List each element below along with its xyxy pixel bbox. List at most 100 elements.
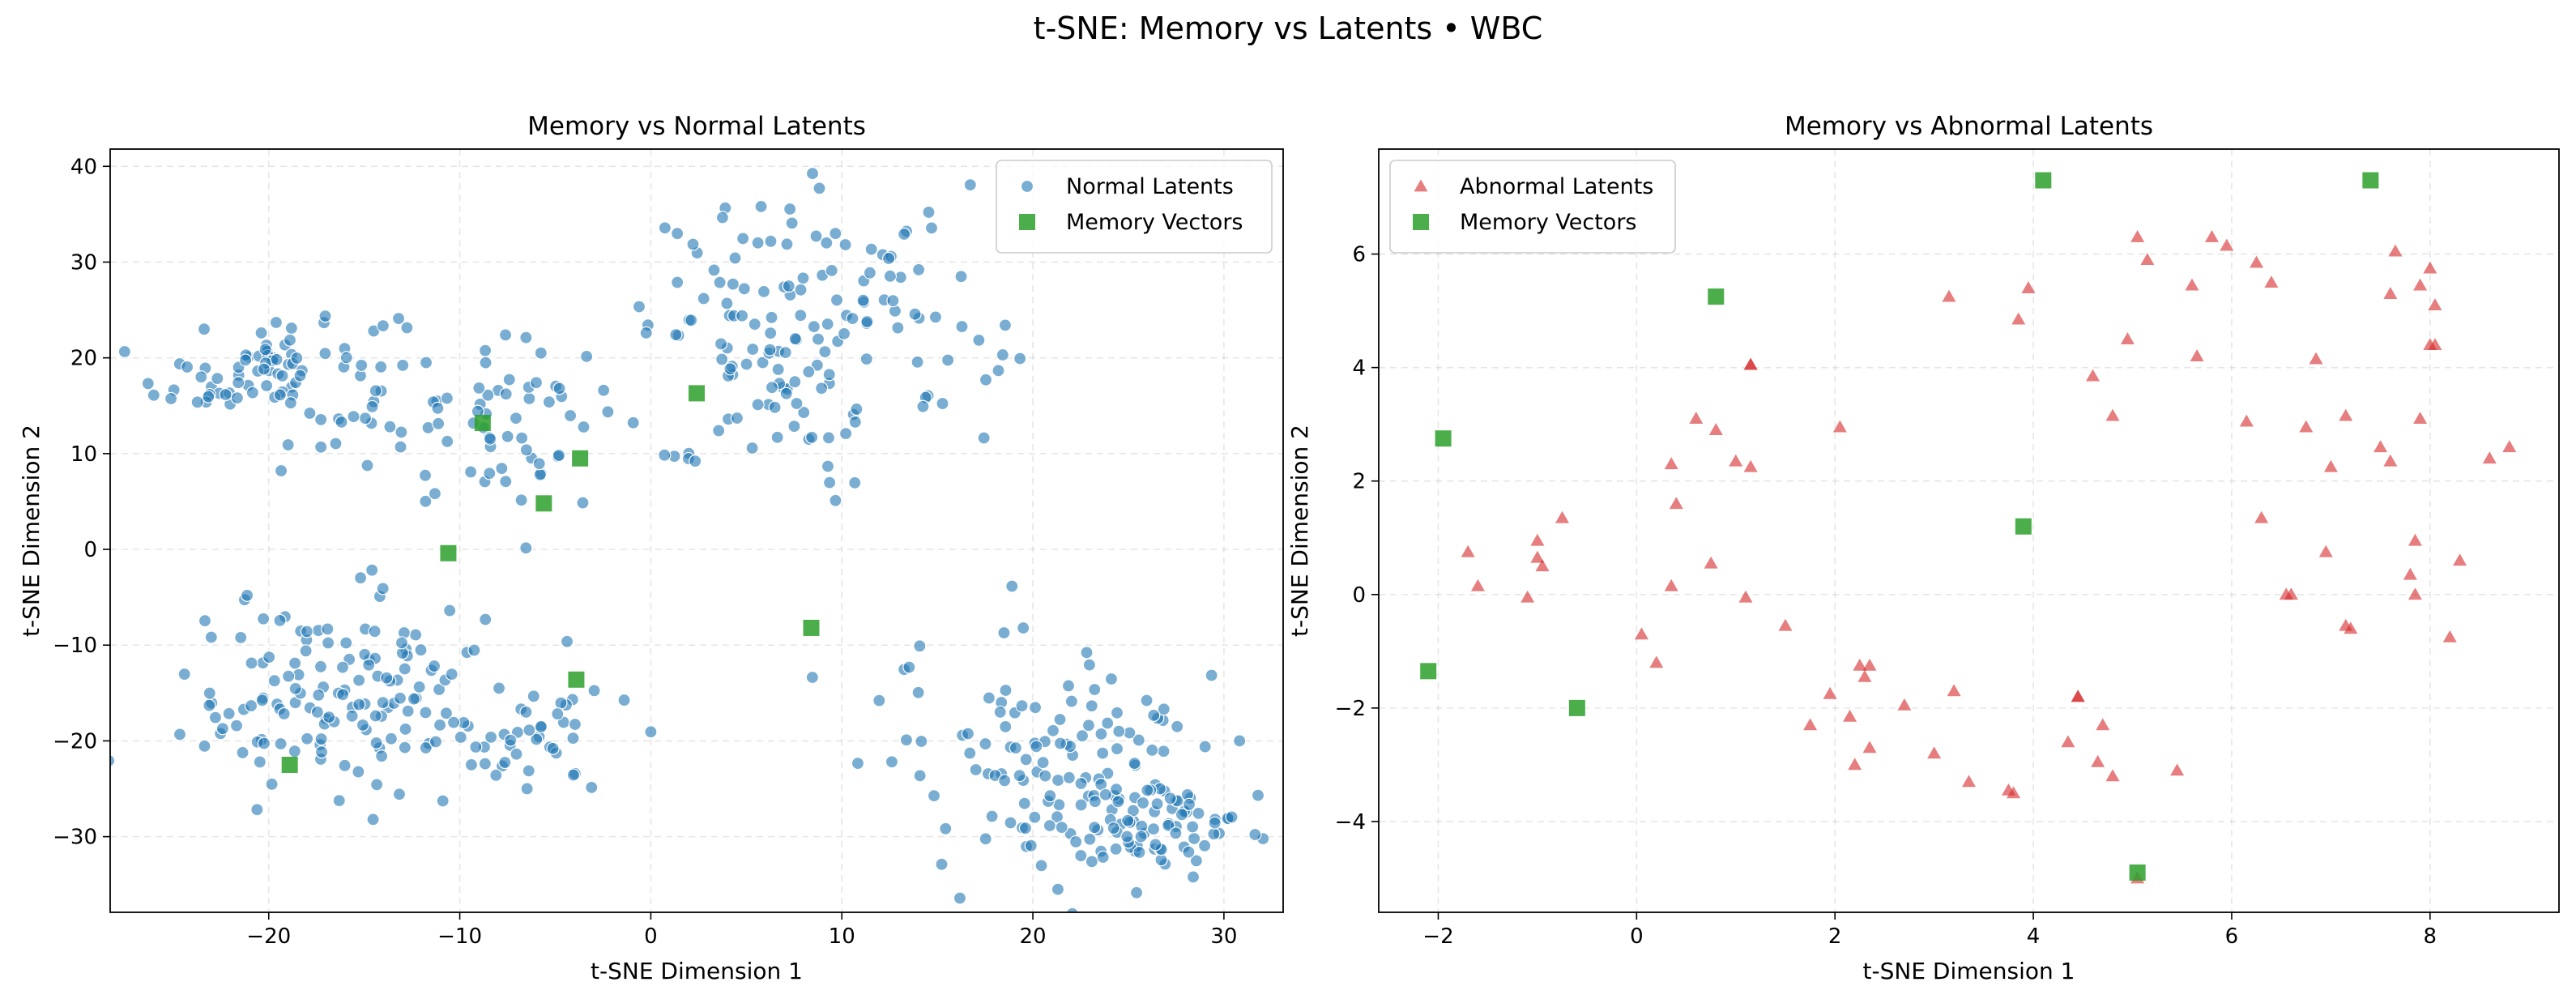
- normal-latent-point: [580, 349, 594, 364]
- normal-latent-point: [735, 309, 749, 322]
- y-tick-label: 6: [1352, 243, 1366, 267]
- memory-vector-point: [689, 385, 705, 402]
- x-tick-label: 0: [1630, 924, 1644, 949]
- normal-latent-point: [428, 487, 442, 501]
- normal-latent-point: [1146, 822, 1161, 836]
- normal-latent-point: [1225, 810, 1239, 824]
- normal-latent-point: [1004, 816, 1017, 830]
- normal-latent-point: [551, 707, 565, 721]
- normal-latent-point: [1141, 783, 1154, 797]
- legend: Normal Latents Memory Vectors: [996, 160, 1273, 254]
- normal-latent-point: [1094, 727, 1108, 741]
- normal-latent-point: [353, 571, 368, 585]
- normal-latent-point: [751, 236, 765, 250]
- legend-box: [1389, 160, 1676, 254]
- abnormal-latent-point: [2204, 230, 2219, 242]
- abnormal-latent-point: [1729, 454, 1743, 467]
- normal-latent-point: [234, 630, 248, 644]
- normal-latent-point: [241, 588, 254, 602]
- abnormal-latent-point: [2071, 689, 2085, 702]
- normal-latent-point: [312, 688, 326, 702]
- normal-latent-point: [818, 345, 832, 359]
- normal-latent-point: [689, 455, 702, 468]
- normal-latent-point: [1140, 694, 1154, 707]
- normal-latent-point: [1096, 746, 1110, 760]
- abnormal-latent-point: [1664, 578, 1678, 591]
- normal-latent-point: [911, 355, 924, 369]
- normal-latent-point: [797, 405, 811, 420]
- normal-latent-point: [1251, 788, 1265, 802]
- normal-latent-point: [255, 694, 269, 707]
- abnormal-latent-point: [2408, 587, 2422, 600]
- normal-latent-point: [848, 476, 862, 489]
- normal-latent-point: [314, 412, 328, 426]
- abnormal-latent-point: [2309, 352, 2323, 365]
- normal-latent-point: [1034, 859, 1048, 873]
- normal-latent-point: [245, 386, 259, 399]
- normal-latent-point: [1069, 835, 1083, 849]
- normal-latent-point: [284, 396, 297, 410]
- normal-latent-point: [796, 271, 810, 285]
- legend-marker-memory-vectors: [1413, 214, 1429, 230]
- normal-latent-point: [1074, 798, 1088, 812]
- abnormal-latent-point: [2428, 298, 2442, 310]
- normal-latent-point: [1088, 821, 1102, 835]
- normal-latent-point: [1175, 808, 1189, 822]
- normal-latent-point: [257, 612, 271, 625]
- y-tick-label: 40: [70, 155, 97, 179]
- normal-latent-point: [269, 315, 283, 330]
- normal-latent-point: [362, 658, 376, 672]
- normal-latent-point: [1109, 842, 1123, 856]
- normal-latent-point: [197, 322, 211, 336]
- abnormal-latent-point: [2130, 230, 2145, 242]
- normal-latent-point: [522, 723, 536, 737]
- normal-latent-point: [499, 475, 513, 489]
- abnormal-latent-point: [2502, 440, 2517, 453]
- normal-latent-point: [765, 381, 779, 395]
- normal-latent-point: [955, 319, 969, 334]
- normal-latent-point: [173, 728, 187, 741]
- normal-latent-point: [928, 310, 943, 324]
- normal-latent-point: [141, 377, 155, 391]
- normal-latent-point: [823, 476, 837, 489]
- normal-latent-point: [58, 353, 70, 365]
- normal-latent-point: [356, 718, 369, 732]
- normal-latent-point: [883, 269, 897, 283]
- normal-latent-point: [1074, 848, 1088, 863]
- normal-latent-point: [432, 416, 446, 430]
- normal-latent-point: [783, 202, 797, 216]
- normal-latent-point: [399, 722, 412, 736]
- normal-latent-point: [1132, 733, 1145, 747]
- normal-latent-point: [419, 741, 433, 755]
- normal-latent-point: [1104, 672, 1119, 686]
- normal-latent-point: [728, 251, 742, 265]
- normal-latent-point: [707, 263, 721, 277]
- normal-latent-point: [1134, 830, 1148, 843]
- normal-latent-point: [916, 399, 930, 413]
- normal-latent-point: [365, 399, 379, 414]
- legend: Abnormal Latents Memory Vectors: [1389, 160, 1676, 254]
- normal-latent-point: [332, 794, 346, 808]
- normal-latent-point: [1075, 729, 1090, 743]
- normal-latent-point: [829, 227, 842, 241]
- normal-latent-point: [821, 431, 836, 445]
- abnormal-latent-point: [2344, 621, 2358, 634]
- normal-latent-point: [1186, 820, 1200, 834]
- abnormal-latent-point: [2373, 440, 2388, 453]
- normal-latent-point: [519, 705, 533, 719]
- normal-latent-point: [530, 732, 544, 746]
- normal-latent-point: [794, 283, 808, 297]
- normal-latent-point: [509, 412, 523, 425]
- normal-latent-point: [644, 725, 658, 739]
- normal-latent-point: [498, 328, 513, 342]
- memory-vector-point: [1435, 430, 1452, 447]
- normal-latent-point: [376, 696, 390, 710]
- normal-latent-point: [418, 468, 433, 482]
- normal-latent-point: [514, 493, 528, 507]
- normal-latent-point: [913, 639, 927, 653]
- normal-latent-point: [1088, 795, 1102, 809]
- legend-marker-memory-vectors: [1019, 214, 1035, 230]
- abnormal-latent-point: [2140, 253, 2155, 265]
- abnormal-latent-point: [1461, 544, 1475, 557]
- normal-latent-point: [229, 719, 244, 732]
